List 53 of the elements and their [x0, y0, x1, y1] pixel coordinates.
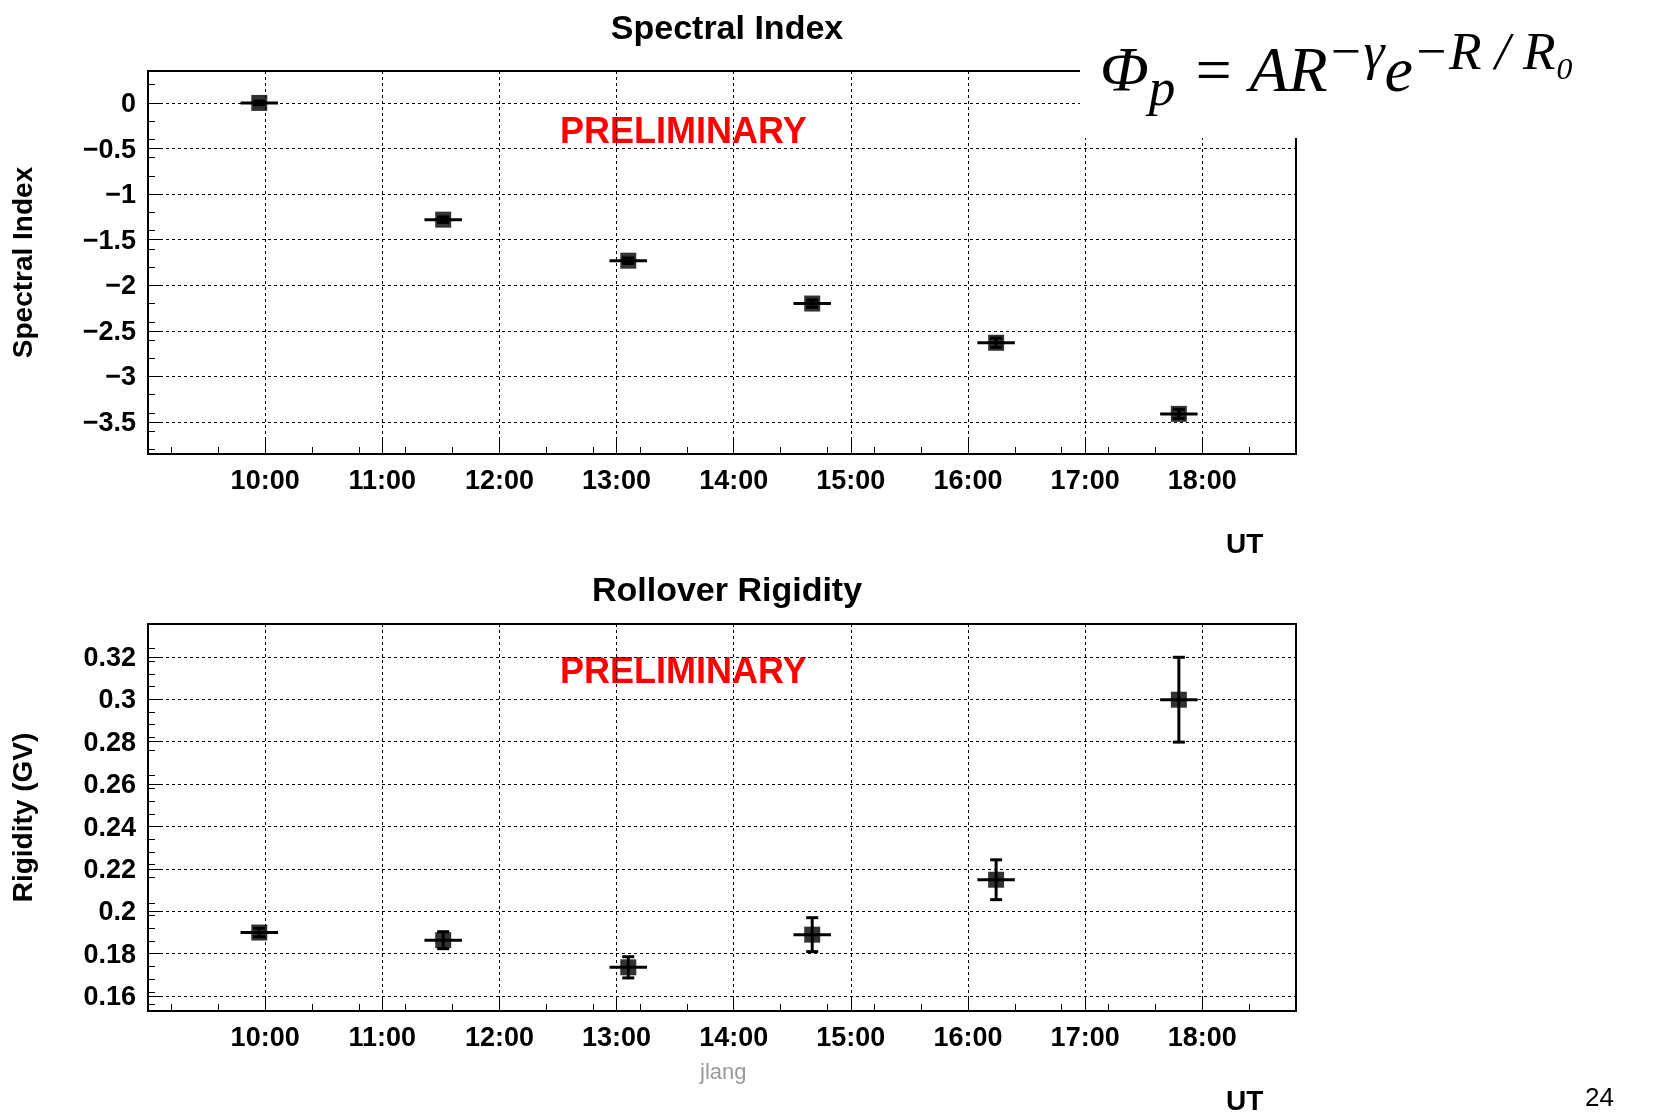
x-tick-label: 14:00 [699, 464, 769, 495]
x-tick-label: 12:00 [464, 1021, 534, 1052]
annotation: Φ$_{p}$ = AR$^{−γ}$e$^{−R / R₀}$ [1080, 20, 1585, 139]
point [1170, 691, 1187, 708]
x-tick-label: 11:00 [348, 1021, 417, 1052]
chart-title: Spectral Index [610, 8, 844, 46]
y-tick-label: 0.32 [83, 641, 136, 672]
y-tick-label: −2.5 [82, 315, 136, 346]
text: 24 [1585, 1082, 1614, 1113]
x-tick-label: 13:00 [582, 464, 652, 495]
x-tick-label: 17:00 [1050, 1021, 1120, 1052]
point [620, 959, 637, 976]
x-tick-label: 17:00 [1050, 464, 1120, 495]
y-axis-title: Rigidity (GV) [6, 732, 38, 903]
x-tick-label: 16:00 [933, 1021, 1003, 1052]
x-tick-label: 12:00 [464, 464, 534, 495]
y-tick-label: −3 [105, 361, 136, 392]
annotation: PRELIMINARY [560, 649, 807, 691]
annotation: PRELIMINARY [560, 109, 807, 151]
y-tick-label: 0.2 [98, 896, 136, 927]
point [988, 871, 1005, 888]
chart-title: Rollover Rigidity [591, 570, 863, 608]
y-tick-label: 0.18 [83, 938, 136, 969]
x-tick-label: 13:00 [582, 1021, 652, 1052]
point [251, 94, 268, 111]
x-tick-label: 15:00 [816, 1021, 886, 1052]
y-tick-label: −1.5 [82, 224, 136, 255]
y-tick-label: 0.24 [83, 811, 136, 842]
x-tick-label: 16:00 [933, 464, 1003, 495]
text: jlang [700, 1059, 747, 1085]
x-tick-label: 18:00 [1167, 1021, 1237, 1052]
y-axis-title: Spectral Index [6, 166, 38, 359]
x-tick-label: 10:00 [230, 464, 300, 495]
x-tick-label: 15:00 [816, 464, 886, 495]
point [620, 252, 637, 269]
y-tick-label: −1 [105, 179, 136, 210]
y-tick-label: 0.22 [83, 853, 136, 884]
y-tick-label: 0 [120, 87, 136, 118]
x-tick-label: 18:00 [1167, 464, 1237, 495]
point [435, 211, 452, 228]
y-tick-label: −0.5 [82, 133, 136, 164]
x-axis-title: UT [1226, 527, 1264, 559]
y-tick-label: −2 [105, 270, 136, 301]
y-tick-label: −3.5 [82, 407, 136, 438]
point [804, 926, 821, 943]
y-tick-label: 0.16 [83, 981, 136, 1012]
y-tick-label: 0.26 [83, 769, 136, 800]
y-tick-label: 0.3 [98, 684, 136, 715]
x-axis-title: UT [1226, 1084, 1264, 1114]
x-tick-label: 11:00 [348, 464, 417, 495]
x-tick-label: 10:00 [230, 1021, 300, 1052]
x-tick-label: 14:00 [699, 1021, 769, 1052]
y-tick-label: 0.28 [83, 726, 136, 757]
